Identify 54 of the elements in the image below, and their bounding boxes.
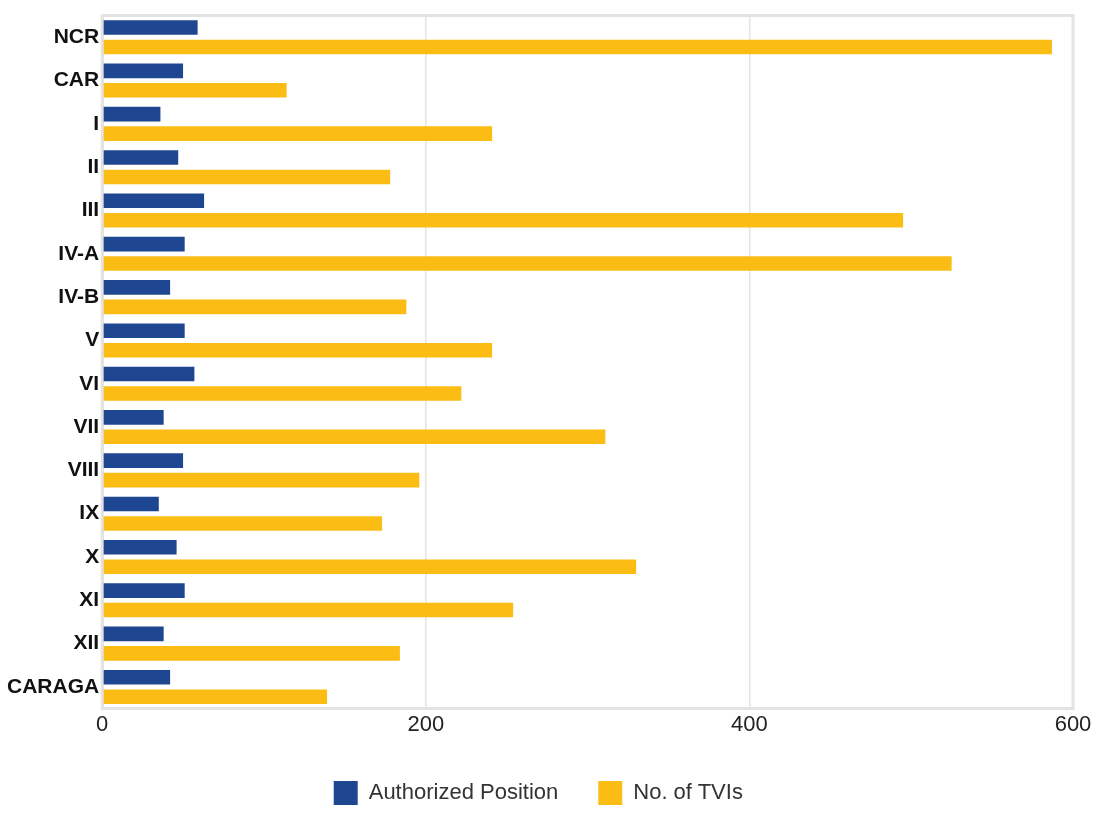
bar — [102, 689, 328, 704]
bar — [102, 342, 493, 358]
bar — [102, 212, 904, 228]
bar — [102, 516, 383, 531]
bar — [102, 280, 171, 295]
bar — [102, 410, 164, 425]
y-tick-label: X — [85, 543, 100, 567]
bar — [102, 559, 637, 575]
bar — [102, 602, 514, 618]
bar — [102, 366, 195, 382]
bar — [102, 126, 493, 141]
bar — [102, 429, 606, 445]
y-tick-label: IV-A — [58, 240, 100, 264]
x-tick-label: 600 — [1054, 710, 1092, 736]
bar — [102, 453, 184, 468]
y-tick-label: IV-B — [58, 283, 100, 307]
y-tick-label: II — [87, 153, 100, 177]
y-tick-label: XI — [79, 587, 100, 611]
y-tick-label: V — [85, 327, 100, 351]
x-tick-label: 400 — [731, 710, 768, 736]
bar — [102, 256, 952, 271]
y-tick-label: NCR — [53, 24, 100, 48]
x-tick-label: 0 — [96, 710, 109, 736]
bar — [102, 20, 198, 35]
bar — [102, 299, 407, 315]
y-tick-label: XII — [73, 630, 100, 654]
legend-label: No. of TVIs — [633, 779, 743, 805]
bar — [102, 646, 400, 661]
legend-label: Authorized Position — [368, 779, 559, 805]
bar — [102, 106, 161, 122]
bar — [102, 63, 184, 79]
bar — [102, 169, 391, 185]
y-tick-label: I — [93, 110, 100, 134]
bar — [102, 583, 185, 598]
y-tick-label: VII — [73, 413, 100, 437]
bar — [102, 83, 287, 98]
x-tick-label: 200 — [407, 710, 445, 736]
bar — [102, 323, 185, 339]
bar — [102, 39, 1052, 55]
bar — [102, 386, 462, 401]
y-tick-label: VI — [79, 370, 100, 394]
y-tick-label: III — [81, 197, 100, 221]
y-tick-label: CARAGA — [6, 673, 100, 697]
bar — [102, 193, 205, 209]
bar — [102, 669, 171, 685]
y-tick-label: VIII — [67, 457, 100, 481]
y-tick-label: CAR — [53, 67, 100, 91]
bar — [102, 496, 159, 512]
bar — [102, 539, 177, 555]
y-tick-label: IX — [79, 500, 100, 524]
bar — [102, 150, 179, 165]
bar — [102, 626, 164, 642]
bar — [102, 472, 420, 488]
bar — [102, 236, 185, 252]
